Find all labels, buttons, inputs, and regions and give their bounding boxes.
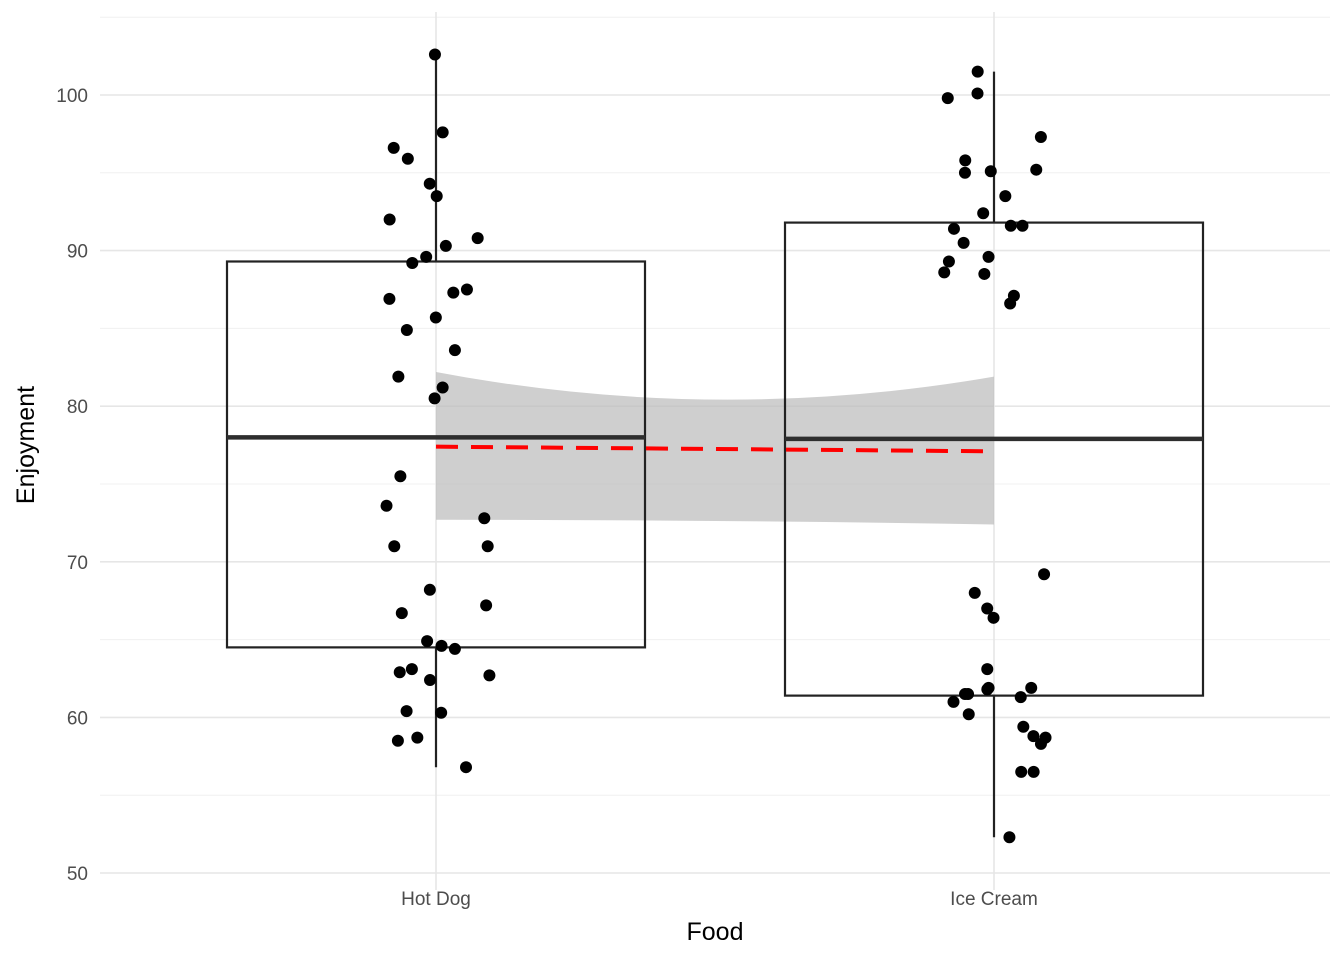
data-point: [429, 311, 442, 324]
data-point: [958, 166, 971, 179]
data-point: [471, 232, 484, 245]
data-point: [460, 283, 473, 296]
data-point: [987, 611, 1000, 624]
data-point: [1004, 297, 1017, 310]
data-point: [481, 540, 494, 553]
data-point: [1027, 765, 1040, 778]
y-tick-label: 50: [67, 864, 88, 885]
y-tick-label: 80: [67, 397, 88, 418]
data-point: [1030, 163, 1043, 176]
data-point: [1017, 720, 1030, 733]
data-point: [421, 635, 434, 648]
trend-line-dashed: [435, 444, 995, 454]
data-point: [423, 177, 436, 190]
data-point: [1015, 765, 1028, 778]
data-point: [478, 512, 491, 525]
data-point: [1034, 737, 1047, 750]
data-point: [1016, 219, 1029, 232]
data-point: [982, 250, 995, 263]
data-point: [405, 663, 418, 676]
data-point: [400, 323, 413, 336]
data-point: [428, 48, 441, 61]
confidence-ribbon: [436, 371, 994, 525]
data-point: [978, 267, 991, 280]
data-point: [383, 292, 396, 305]
trend-line: [435, 444, 995, 454]
data-point: [1038, 568, 1051, 581]
data-point: [439, 239, 452, 252]
data-point: [392, 370, 405, 383]
data-point: [436, 126, 449, 139]
data-point: [447, 286, 460, 299]
x-tick-label: Hot Dog: [401, 889, 471, 910]
data-point: [1027, 730, 1040, 743]
data-point: [428, 392, 441, 405]
data-point: [387, 141, 400, 154]
x-tick-label: Ice Cream: [950, 889, 1038, 910]
data-point: [1034, 131, 1047, 144]
y-tick-label: 70: [67, 553, 88, 574]
data-point: [411, 731, 424, 744]
data-point: [391, 734, 404, 747]
data-point: [435, 639, 448, 652]
data-point: [947, 222, 960, 235]
data-point: [435, 706, 448, 719]
data-point: [393, 666, 406, 679]
data-point: [430, 190, 443, 203]
y-tick-label: 90: [67, 242, 88, 263]
data-point: [400, 705, 413, 718]
data-point: [423, 583, 436, 596]
data-point: [448, 344, 461, 357]
confidence-band: [436, 371, 994, 525]
data-point: [420, 250, 433, 263]
data-point: [941, 92, 954, 105]
data-point: [448, 642, 461, 655]
data-point: [460, 761, 473, 774]
data-point: [981, 683, 994, 696]
data-point: [1004, 219, 1017, 232]
box-ice-cream: [783, 71, 1205, 838]
data-point: [947, 695, 960, 708]
data-point: [395, 607, 408, 620]
x-tick-labels: Hot Dog Ice Cream: [401, 889, 1038, 910]
data-point: [959, 688, 972, 701]
data-point: [394, 470, 407, 483]
data-point: [406, 257, 419, 270]
y-tick-labels: 50 60 70 80 90 100: [56, 86, 88, 885]
data-point: [938, 266, 951, 279]
data-point: [977, 207, 990, 220]
data-point: [1025, 681, 1038, 694]
data-point: [380, 499, 393, 512]
data-point: [971, 87, 984, 100]
data-point: [1003, 831, 1016, 844]
data-point: [480, 599, 493, 612]
data-point: [971, 65, 984, 78]
x-axis-title: Food: [687, 918, 744, 946]
box-iqr: [783, 221, 1205, 697]
data-point: [959, 154, 972, 167]
data-point: [981, 663, 994, 676]
data-point: [436, 381, 449, 394]
data-point: [1014, 691, 1027, 704]
y-tick-label: 60: [67, 708, 88, 729]
data-point: [383, 213, 396, 226]
data-point: [424, 674, 437, 687]
data-point: [388, 540, 401, 553]
boxes: [225, 54, 1205, 838]
y-tick-label: 100: [56, 86, 88, 107]
data-point: [984, 165, 997, 178]
data-point: [962, 708, 975, 721]
data-point: [968, 586, 981, 599]
data-point: [957, 236, 970, 249]
data-point: [981, 602, 994, 615]
data-point: [942, 255, 955, 268]
data-point: [401, 152, 414, 165]
data-point: [999, 190, 1012, 203]
data-points: [380, 48, 1052, 844]
data-point: [483, 669, 496, 682]
y-axis-title: Enjoyment: [12, 386, 40, 504]
